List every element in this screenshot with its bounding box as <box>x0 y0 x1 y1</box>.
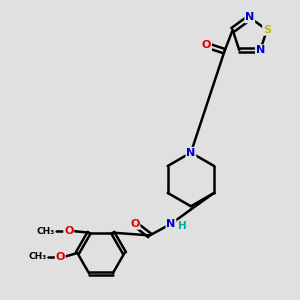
Text: O: O <box>130 219 140 229</box>
Text: S: S <box>263 25 271 35</box>
Text: H: H <box>178 220 187 231</box>
Text: O: O <box>56 252 65 262</box>
Text: N: N <box>256 45 265 55</box>
Text: O: O <box>64 226 74 236</box>
Text: N: N <box>166 219 176 229</box>
Text: CH₃: CH₃ <box>37 226 55 236</box>
Text: N: N <box>186 148 196 158</box>
Text: O: O <box>202 40 211 50</box>
Text: N: N <box>245 13 254 22</box>
Text: CH₃: CH₃ <box>28 253 46 262</box>
